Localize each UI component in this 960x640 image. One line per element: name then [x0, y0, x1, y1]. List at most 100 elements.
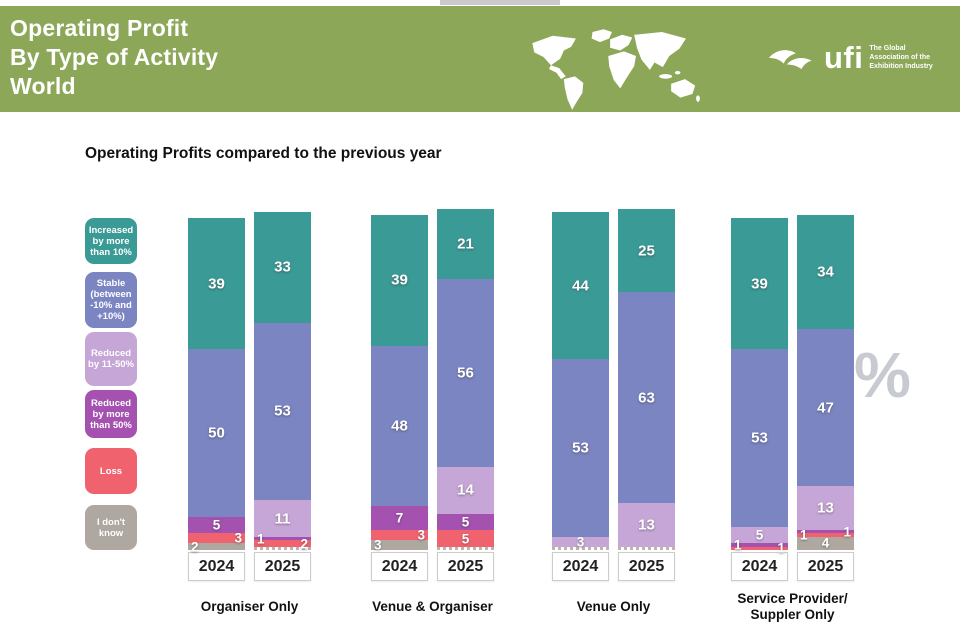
segment-value-label: 21 — [457, 235, 474, 253]
chart-area: Operating Profits compared to the previo… — [0, 140, 960, 640]
stacked-bar-2025: 25 63 13 — [618, 208, 675, 550]
bar-segment-increased: 39 — [188, 218, 245, 350]
stacked-bar-2024: 39 50 5 3 2 — [188, 218, 245, 553]
bar-segment-reduced_11_50: 5 — [731, 526, 788, 544]
segment-value-label: 4 — [821, 535, 830, 551]
bar-group: 39 50 5 3 2 33 53 11 1 2 2024 2025 Organiser Only — [188, 210, 311, 625]
chart-subtitle: Operating Profits compared to the previo… — [85, 145, 442, 162]
stacked-bar-2024: 39 53 5 1 1 — [731, 218, 788, 555]
bar-segment-loss: 3 — [188, 530, 245, 546]
bar-segment-loss: 5 — [437, 530, 494, 547]
bar-segment-increased: 44 — [552, 212, 609, 360]
category-label: Organiser Only — [200, 599, 299, 614]
bar-segment-increased: 34 — [797, 215, 854, 329]
legend-item-stable: Stable (between -10% and +10%) — [85, 272, 137, 328]
category-label: Venue & Organiser — [372, 599, 493, 614]
bar-segment-stable: 53 — [552, 359, 609, 537]
bar-segment-stable: 53 — [731, 349, 788, 527]
segment-value-label: 3 — [417, 527, 425, 543]
segment-value-label: 3 — [234, 530, 242, 546]
segment-value-label: 1 — [800, 527, 808, 543]
ufi-swoosh-icon — [768, 49, 812, 69]
segment-value-label: 50 — [208, 424, 225, 442]
category-label: Service Provider/Suppler Only — [737, 591, 848, 622]
year-label: 2025 — [618, 552, 675, 581]
page-title-line: World — [10, 73, 76, 99]
bar-segment-increased: 21 — [437, 208, 494, 280]
segment-value-label: 39 — [751, 275, 768, 293]
bar-segment-increased: 33 — [254, 212, 311, 323]
category-label: Venue Only — [576, 599, 651, 614]
bar-segment-stable: 50 — [188, 349, 245, 517]
year-label: 2024 — [552, 552, 609, 581]
year-label: 2024 — [188, 552, 245, 581]
bar-segment-stable: 48 — [371, 345, 428, 507]
segment-value-label: 13 — [817, 499, 834, 517]
bar-segment-reduced_11_50: 11 — [254, 500, 311, 537]
segment-value-label: 5 — [755, 527, 764, 543]
bar-segment-stable: 47 — [797, 328, 854, 487]
segment-value-label: 63 — [638, 389, 655, 407]
segment-value-label: 3 — [576, 534, 585, 550]
world-map-icon — [532, 29, 700, 110]
bar-segment-reduced_11_50: 13 — [797, 486, 854, 530]
segment-value-label: 39 — [208, 275, 225, 293]
segment-value-label: 1 — [777, 540, 785, 556]
bar-segment-increased: 25 — [618, 208, 675, 293]
segment-value-label: 34 — [817, 263, 834, 281]
bar-segment-dont_know: 2 — [188, 540, 245, 553]
ufi-logo: ufi The Global Association of the Exhibi… — [768, 39, 933, 75]
segment-value-label: 47 — [817, 399, 834, 417]
legend-item-reduced-over-50: Reduced by more than 50% — [85, 390, 137, 438]
year-label: 2024 — [731, 552, 788, 581]
segment-value-label: 33 — [274, 258, 291, 276]
bar-segment-reduced_11_50: 14 — [437, 466, 494, 514]
segment-value-label: 1 — [257, 530, 265, 546]
bar-segment-reduced_over_50: 7 — [371, 506, 428, 530]
page-title-line: By Type of Activity — [10, 44, 219, 70]
bar-segment-dont_know: 4 — [797, 537, 854, 550]
stacked-bar-2024: 39 48 7 3 3 — [371, 215, 428, 553]
bar-segment-dont_know: 3 — [371, 537, 428, 553]
segment-value-label: 1 — [734, 537, 742, 553]
ufi-brand: ufi — [824, 39, 864, 75]
segment-value-label: 13 — [638, 516, 655, 534]
legend-item-reduced-11-50: Reduced by 11-50% — [85, 332, 137, 386]
segment-value-label: 5 — [212, 517, 221, 533]
segment-value-label: 53 — [572, 439, 589, 457]
stacked-bar-2025: 34 47 13 1 1 4 — [797, 215, 854, 550]
bar-segment-reduced_11_50: 3 — [552, 534, 609, 550]
bar-segment-stable: 63 — [618, 292, 675, 504]
ufi-tagline: The Global Association of the Exhibition… — [869, 45, 933, 70]
year-label: 2025 — [797, 552, 854, 581]
bar-group: 44 53 3 25 63 13 2024 2025 Venue Only — [552, 208, 675, 625]
segment-value-label: 53 — [751, 429, 768, 447]
segment-value-label: 5 — [461, 514, 470, 530]
bar-segment-reduced_over_50: 5 — [437, 513, 494, 531]
page-title: Operating Profit By Type of Activity Wor… — [10, 14, 218, 101]
year-label: 2024 — [371, 552, 428, 581]
segment-value-label: 56 — [457, 364, 474, 382]
stacked-bar-2025: 21 56 14 5 5 — [437, 208, 494, 550]
segment-value-label: 39 — [391, 271, 408, 289]
bar-segment-increased: 39 — [371, 215, 428, 346]
header-banner: Operating Profit By Type of Activity Wor… — [0, 6, 960, 112]
year-label: 2025 — [254, 552, 311, 581]
bar-group: 39 48 7 3 3 21 56 14 5 5 2024 2025 Venue & Organiser — [371, 208, 494, 625]
segment-value-label: 3 — [374, 537, 382, 553]
legend-item-dont-know: I don't know — [85, 505, 137, 550]
stacked-bar-2024: 44 53 3 — [552, 212, 609, 550]
bar-segment-increased: 39 — [731, 218, 788, 350]
scrollbar-thumb[interactable] — [440, 0, 560, 5]
legend-item-increased: Increased by more than 10% — [85, 218, 137, 264]
bar-segment-reduced_11_50: 13 — [618, 503, 675, 547]
segment-value-label: 44 — [572, 277, 589, 295]
segment-value-label: 1 — [843, 523, 851, 539]
bar-segment-loss: 3 — [371, 527, 428, 543]
segment-value-label: 48 — [391, 417, 408, 435]
bar-segment-stable: 53 — [254, 322, 311, 501]
segment-value-label: 5 — [461, 530, 470, 546]
bar-segment-loss: 1 — [797, 528, 854, 541]
legend-item-loss: Loss — [85, 448, 137, 494]
